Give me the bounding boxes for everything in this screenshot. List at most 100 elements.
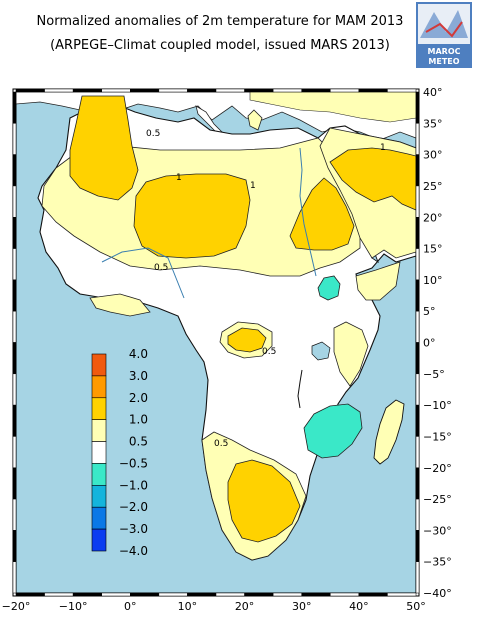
frame-segment (72, 88, 102, 93)
frame-segment (12, 91, 17, 124)
legend-label: 1.0 (129, 413, 148, 427)
latitude-tick-label: −25° (423, 493, 452, 506)
frame-segment (130, 592, 160, 597)
frame-segment (415, 185, 420, 218)
contour-label: 1 (250, 181, 256, 191)
latitude-tick-label: 40° (423, 86, 443, 99)
legend-label: 3.0 (129, 369, 148, 383)
latitude-tick-label: 30° (423, 149, 443, 162)
frame-segment (415, 436, 420, 468)
latitude-tick-label: −30° (423, 524, 452, 537)
legend-swatch (91, 397, 107, 420)
latitude-tick-label: −15° (423, 430, 452, 443)
frame-segment (12, 373, 17, 406)
latitude-tick-label: −20° (423, 462, 452, 475)
legend-swatch (91, 485, 107, 508)
frame-segment (415, 404, 420, 437)
frame-segment (415, 498, 420, 531)
mozambique-cold (303, 403, 363, 459)
east-africa-warm (333, 321, 369, 387)
frame-segment (301, 592, 331, 597)
longitude-tick-label: 40° (349, 600, 369, 613)
frame-segment (272, 88, 302, 93)
latitude-tick-label: 0° (423, 337, 436, 350)
legend-label: 4.0 (129, 347, 148, 361)
frame-segment (415, 373, 420, 406)
nile-river (299, 147, 317, 277)
morocco-warm-strong (69, 95, 139, 201)
logo-text-line1: MAROC (428, 47, 461, 56)
color-legend: 4.0 3.0 2.0 1.0 0.5 −0.5 −1.0 −2.0 −3.0 −4.0 (91, 347, 148, 558)
frame-segment (415, 342, 420, 375)
frame-segment (187, 88, 217, 93)
frame-segment (415, 217, 420, 249)
frame-segment (330, 592, 360, 597)
contour-label: 0.5 (154, 263, 168, 273)
frame-segment (15, 88, 45, 93)
latitude-tick-label: −35° (423, 556, 452, 569)
frame-segment (215, 592, 245, 597)
contour-label: 1 (176, 173, 182, 183)
frame-segment (415, 561, 420, 594)
legend-swatch (91, 506, 107, 530)
frame-segment (12, 498, 17, 531)
legend-swatch (91, 463, 107, 486)
latitude-tick-label: 10° (423, 274, 443, 287)
frame-segment (101, 88, 131, 93)
horn-warm (355, 261, 401, 301)
latitude-tick-label: 5° (423, 305, 436, 318)
guinea-warm (89, 293, 151, 317)
frame-segment (244, 88, 274, 93)
greece-peninsula (247, 109, 263, 131)
longitude-tick-label: 0° (124, 600, 137, 613)
frame-segment (12, 530, 17, 562)
longitude-labels: −20° −10° 0° 10° 20° 30° 40° 50° (2, 600, 426, 613)
frame-segment (12, 467, 17, 500)
longitude-tick-label: 10° (178, 600, 198, 613)
legend-swatch (91, 353, 107, 377)
frame-segment (415, 91, 420, 124)
longitude-tick-label: −10° (59, 600, 88, 613)
latitude-tick-label: −5° (423, 368, 445, 381)
frame-segment (44, 592, 74, 597)
kalahari-warm-strong (227, 459, 301, 543)
legend-swatch (91, 375, 107, 399)
frame-segment (215, 88, 245, 93)
latitude-labels: 40° 35° 30° 25° 20° 15° 10° 5° 0° −5° −10° −15° −20°… (423, 86, 452, 600)
frame-segment (415, 123, 420, 155)
longitude-tick-label: −20° (2, 600, 31, 613)
logo-text-line2: METEO (428, 57, 459, 66)
frame-segment (12, 342, 17, 375)
longitude-tick-label: 30° (292, 600, 312, 613)
niger-river (101, 247, 185, 299)
frame-segment (130, 88, 160, 93)
legend-label: −4.0 (119, 544, 148, 558)
frame-segment (387, 88, 417, 93)
latitude-tick-label: −10° (423, 399, 452, 412)
frame-segment (12, 561, 17, 594)
frame-segment (101, 592, 131, 597)
legend-swatch (91, 441, 107, 464)
frame-segment (12, 436, 17, 468)
legend-label: 2.0 (129, 391, 148, 405)
legend-swatch (91, 419, 107, 442)
frame-segment (12, 123, 17, 155)
longitude-tick-label: 50° (406, 600, 426, 613)
latitude-tick-label: 25° (423, 180, 443, 193)
frame-segment (12, 404, 17, 437)
sahara-warm-strong (133, 173, 251, 259)
frame-segment (415, 279, 420, 312)
frame-segment (187, 592, 217, 597)
frame-segment (12, 185, 17, 218)
latitude-tick-label: 20° (423, 211, 443, 224)
frame-segment (415, 467, 420, 500)
contour-label: 1 (380, 143, 386, 153)
chart-title-line2: (ARPEGE–Climat coupled model, issued MAR… (50, 38, 390, 53)
frame-segment (158, 88, 188, 93)
frame-segment (415, 310, 420, 343)
legend-label: −0.5 (119, 456, 148, 470)
lake-victoria (311, 341, 331, 361)
contour-label: 0.5 (262, 347, 276, 357)
frame-segment (415, 530, 420, 562)
